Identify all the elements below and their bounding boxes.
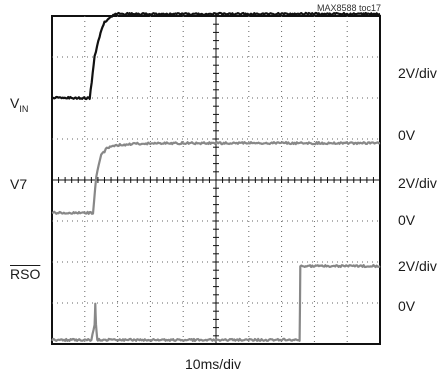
scale-label-v7: 2V/div [398,175,437,191]
scale-label-vin: 2V/div [398,65,437,81]
figure-id: MAX8588 toc17 [317,3,381,13]
zero-label-rso: 0V [398,298,415,314]
trace-label-vin: VIN [10,95,28,113]
zero-label-v7: 0V [398,212,415,228]
zero-label-vin: 0V [398,127,415,143]
trace-label-v7: V7 [10,176,27,192]
trace-label-rso: RSO [10,266,40,282]
scale-label-rso: 2V/div [398,258,437,274]
x-axis-label: 10ms/div [185,356,241,372]
